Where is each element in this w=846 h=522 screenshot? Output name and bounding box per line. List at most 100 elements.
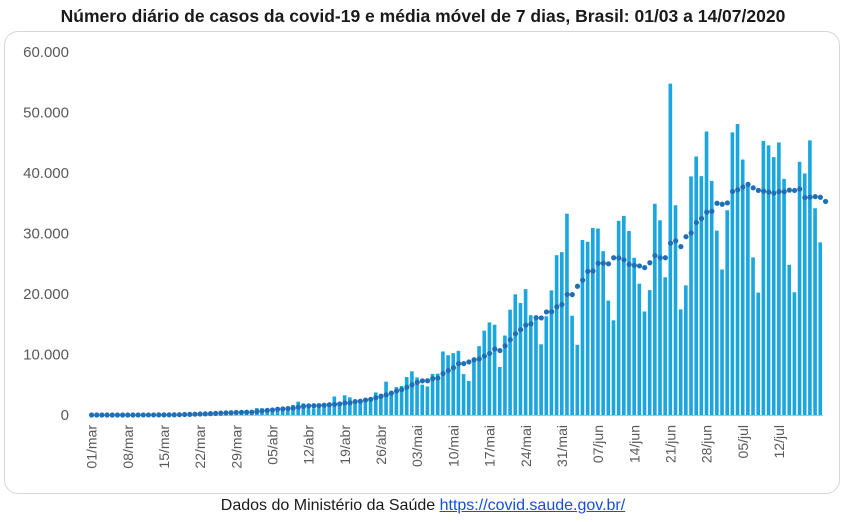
moving-average-point: [254, 408, 260, 415]
moving-average-point: [357, 398, 363, 404]
moving-average-point: [657, 255, 663, 261]
daily-cases-bar: [327, 403, 331, 415]
moving-average-point: [455, 361, 462, 367]
moving-average-point: [724, 200, 730, 206]
moving-average-point: [326, 402, 332, 408]
daily-cases-bar: [720, 269, 724, 415]
x-tick-label: 08/mar: [120, 425, 136, 469]
moving-average-point: [636, 263, 643, 269]
daily-cases-bar: [808, 140, 812, 415]
daily-cases-bar: [622, 215, 626, 415]
moving-average-point: [321, 402, 327, 408]
daily-cases-bar: [379, 393, 383, 415]
chart-panel: 0 10.000 20.000 30.000 40.000 50.000 60.000 01/…: [4, 31, 840, 494]
moving-average-point: [109, 412, 115, 418]
moving-average-point: [192, 411, 198, 417]
daily-cases-bar: [787, 264, 792, 415]
daily-cases-bar: [373, 392, 378, 415]
x-tick-label: 31/mai: [554, 425, 570, 467]
daily-cases-bar: [322, 407, 326, 415]
moving-average-point: [631, 262, 637, 268]
moving-average-point: [595, 260, 601, 266]
moving-average-point: [729, 188, 736, 195]
moving-average-point: [745, 181, 751, 187]
moving-average-point: [435, 375, 441, 381]
daily-cases-bar: [544, 316, 549, 415]
moving-average-point: [419, 378, 425, 384]
daily-cases-bar: [446, 355, 450, 415]
moving-average-point: [171, 412, 177, 418]
x-tick-label: 21/jun: [663, 425, 679, 463]
daily-cases-bar: [518, 303, 523, 415]
moving-average-point: [316, 402, 322, 409]
moving-average-point: [259, 408, 265, 414]
daily-cases-bar: [637, 283, 642, 415]
daily-cases-bar: [435, 373, 440, 415]
moving-average-point: [683, 234, 689, 240]
moving-average-point: [378, 393, 384, 399]
moving-average-point: [481, 353, 488, 359]
moving-average-point: [735, 187, 741, 193]
moving-average-point: [264, 407, 270, 413]
moving-average-point: [120, 412, 126, 418]
moving-average-point: [182, 411, 188, 418]
moving-average-point: [781, 189, 787, 195]
x-tick-label: 19/abr: [337, 425, 353, 465]
daily-cases-bar: [704, 131, 709, 415]
daily-cases-bar: [689, 176, 693, 415]
x-tick-label: 07/jun: [590, 425, 606, 463]
moving-average-point: [249, 409, 255, 415]
y-tick-label: 30.000: [23, 226, 69, 243]
x-tick-label: 03/mai: [409, 425, 425, 467]
moving-average-point: [306, 403, 312, 409]
source-link[interactable]: https://covid.saude.gov.br/: [439, 497, 626, 514]
daily-cases-bar: [503, 335, 507, 415]
moving-average-point: [642, 265, 648, 271]
moving-average-point: [125, 412, 131, 418]
moving-average-point: [709, 208, 715, 214]
moving-average-point: [647, 260, 653, 266]
daily-cases-bar: [425, 386, 430, 415]
x-tick-label: 01/mar: [84, 425, 100, 469]
daily-cases-bar: [286, 409, 290, 415]
moving-average-point: [549, 309, 555, 315]
moving-average-point: [766, 189, 772, 195]
daily-cases-bar: [735, 123, 740, 416]
moving-average-point: [311, 403, 317, 409]
daily-cases-bar: [441, 351, 445, 415]
moving-average-point: [538, 315, 544, 321]
moving-average-point: [409, 382, 415, 388]
daily-cases-bar: [663, 277, 667, 415]
moving-average-point: [88, 412, 95, 418]
moving-average-point: [693, 219, 699, 226]
moving-average-point: [300, 403, 307, 409]
moving-average-point: [161, 412, 167, 418]
daily-cases-bar: [565, 213, 569, 415]
moving-average-point: [202, 411, 208, 417]
daily-cases-bar: [580, 239, 585, 415]
daily-cases-bar: [554, 255, 559, 415]
daily-cases-bar: [627, 231, 631, 415]
daily-cases-bar: [802, 173, 807, 415]
daily-cases-bar: [746, 185, 750, 415]
moving-average-point: [368, 396, 374, 402]
daily-cases-bar: [301, 403, 306, 415]
daily-cases-bar: [797, 161, 802, 415]
y-tick-label: 60.000: [23, 44, 69, 61]
daily-cases-bar: [709, 180, 714, 415]
moving-average-point: [714, 200, 720, 206]
moving-average-point: [99, 412, 105, 418]
moving-average-point: [430, 376, 436, 382]
moving-average-point: [786, 187, 793, 193]
daily-cases-bar: [456, 350, 461, 415]
daily-cases-bar: [358, 403, 363, 415]
daily-cases-bar: [384, 381, 388, 415]
daily-cases-bar: [777, 142, 781, 415]
moving-average-point: [461, 360, 467, 367]
daily-cases-bar: [751, 257, 755, 415]
daily-cases-bar: [461, 374, 466, 415]
moving-average-point: [750, 185, 756, 191]
moving-average-point: [440, 371, 446, 377]
moving-average-point: [760, 188, 767, 194]
moving-average-point: [698, 215, 705, 222]
